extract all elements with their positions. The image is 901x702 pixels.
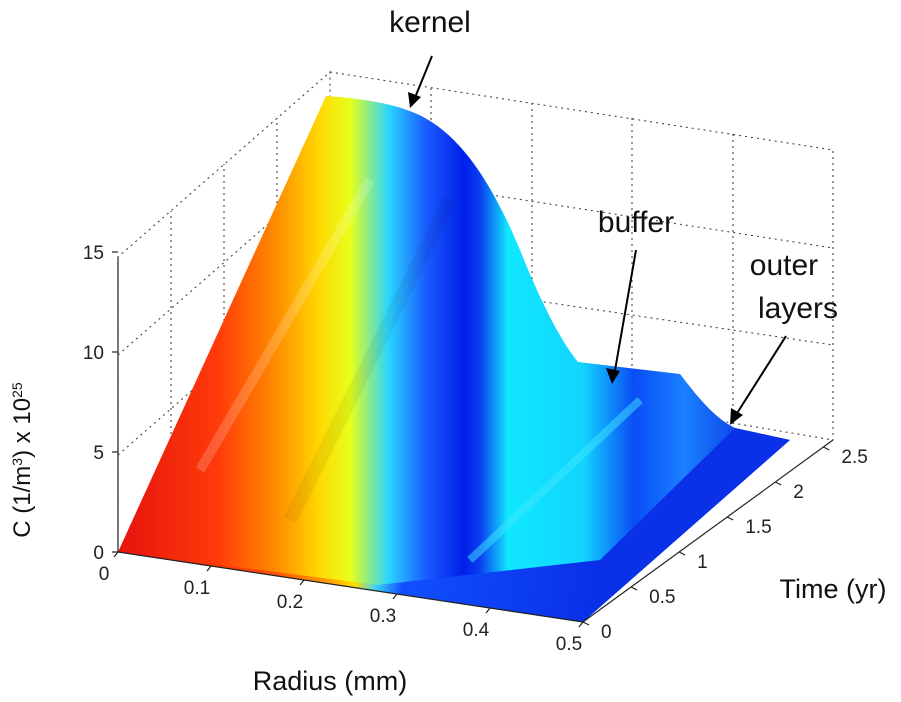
y-axis-label: Time (yr) — [780, 574, 887, 604]
surface-top — [118, 96, 790, 622]
x-tick-label: 0.2 — [277, 592, 303, 613]
z-axis-label-exp1: 3 — [9, 458, 25, 466]
x-tick-label: 0.3 — [370, 606, 396, 627]
x-tick-mark — [485, 607, 491, 614]
x-tick-label: 0.5 — [556, 634, 582, 655]
z-tick-label: 5 — [93, 443, 104, 464]
y-tick-label: 1 — [697, 552, 708, 573]
x-tick-label: 0.4 — [463, 620, 490, 641]
annotation-kernel: kernel — [389, 6, 471, 39]
z-tick-label: 0 — [93, 543, 104, 564]
x-tick-mark — [299, 579, 305, 586]
y-tick-mark — [726, 516, 734, 521]
y-tick-mark — [775, 481, 782, 486]
z-ticks: 0 5 10 15 — [83, 243, 118, 564]
x-tick-label: 0.1 — [184, 578, 210, 599]
z-axis-label-mid: ) x 10 — [9, 398, 36, 458]
x-tick-mark — [392, 593, 398, 600]
x-tick-label: 0 — [99, 564, 110, 585]
z-tick-label: 15 — [83, 243, 104, 264]
z-axis-label-exp2: 25 — [9, 382, 25, 398]
x-tick-mark — [206, 565, 212, 572]
z-tick-label: 10 — [83, 343, 104, 364]
x-tick-mark — [113, 551, 119, 558]
annotation-outer: outer — [750, 249, 818, 282]
y-tick-mark — [823, 446, 830, 451]
y-tick-mark — [630, 586, 638, 591]
y-tick-label: 0.5 — [649, 587, 675, 608]
y-tick-label: 2.5 — [841, 447, 867, 468]
annotation-layers: layers — [758, 292, 838, 325]
surface-front — [118, 428, 790, 622]
y-tick-label: 0 — [601, 622, 612, 643]
x-axis-label: Radius (mm) — [253, 666, 408, 696]
x-tick-mark — [578, 621, 584, 628]
y-tick-mark — [582, 621, 590, 626]
z-axis-label-prefix: C (1/m — [9, 466, 36, 538]
z-axis-label: C (1/m3) x 1025 — [9, 382, 36, 538]
annotations: kernel buffer outer layers — [389, 6, 838, 425]
x-ticks: 0 0.1 0.2 0.3 0.4 0.5 — [99, 551, 584, 655]
y-tick-label: 2 — [793, 482, 804, 503]
y-ticks: 0 0.5 1 1.5 2 2.5 — [582, 446, 868, 643]
y-tick-mark — [678, 551, 686, 556]
annotation-buffer: buffer — [598, 206, 674, 239]
axes — [117, 257, 834, 623]
y-tick-label: 1.5 — [745, 517, 771, 538]
surface — [118, 96, 790, 622]
